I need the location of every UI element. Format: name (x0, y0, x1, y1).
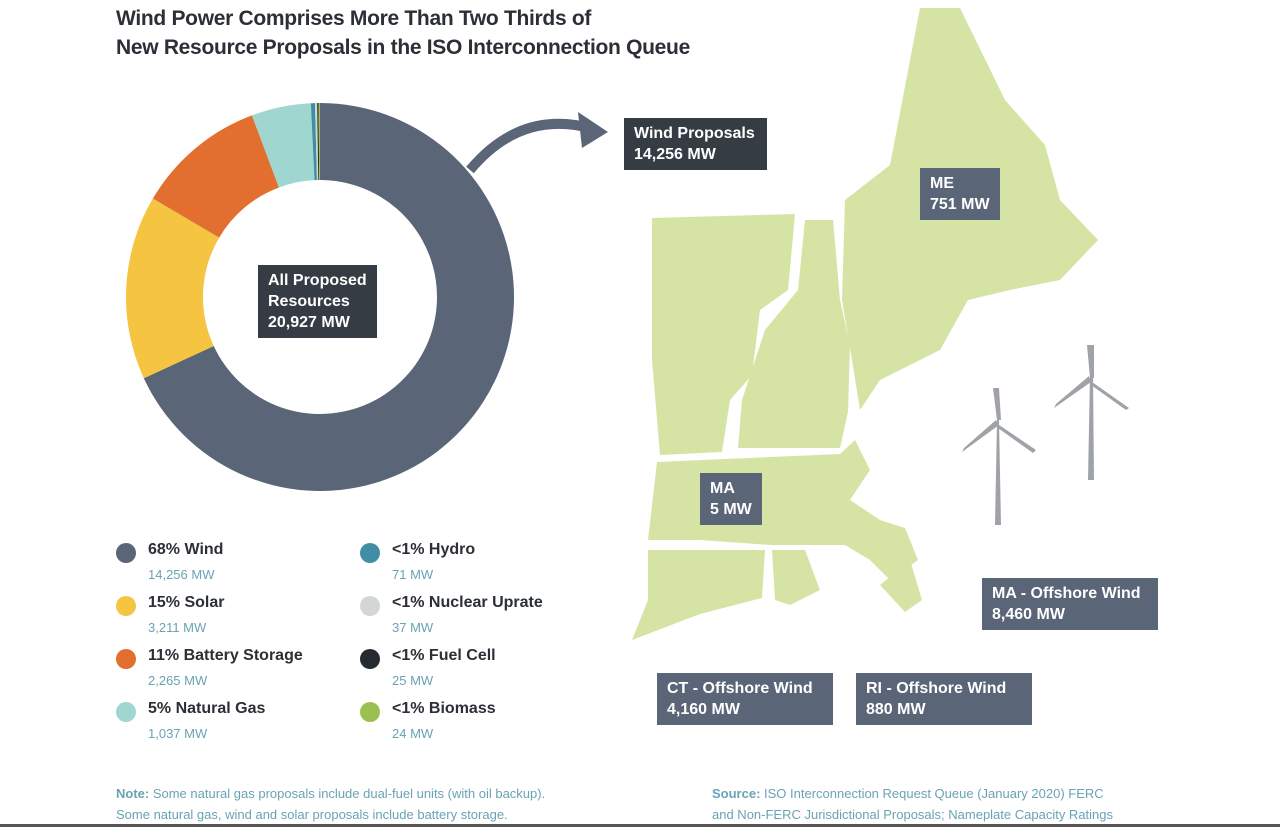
ct-offshore-label: CT - Offshore Wind 4,160 MW (657, 673, 833, 725)
state-vt (652, 214, 795, 455)
arrow-head-icon (578, 112, 608, 148)
legend-label: 15% Solar (148, 594, 225, 611)
source: Source: ISO Interconnection Request Queu… (712, 786, 1114, 822)
legend-swatch (360, 596, 380, 616)
center-label: All Proposed Resources 20,927 MW (258, 265, 377, 338)
new-england-map (632, 8, 1098, 640)
legend-swatch (360, 649, 380, 669)
legend-swatch (116, 543, 136, 563)
legend-label: 11% Battery Storage (148, 647, 303, 664)
legend-label: <1% Fuel Cell (392, 647, 496, 664)
slice-nuclear-uprate (314, 103, 319, 181)
legend-value: 14,256 MW (148, 567, 215, 582)
state-ri (772, 550, 820, 605)
legend-value: 37 MW (392, 620, 434, 635)
bottom-border (0, 824, 1280, 827)
legend-swatch (116, 649, 136, 669)
state-ct (632, 550, 765, 640)
legend-swatch (116, 702, 136, 722)
slice-biomass (318, 103, 320, 181)
legend-value: 1,037 MW (148, 726, 208, 741)
legend-label: <1% Hydro (392, 541, 476, 558)
legend-swatch (360, 543, 380, 563)
ri-offshore-label: RI - Offshore Wind 880 MW (856, 673, 1032, 725)
legend-swatch (360, 702, 380, 722)
ma-label: MA 5 MW (700, 473, 762, 525)
legend-value: 71 MW (392, 567, 434, 582)
legend-value: 24 MW (392, 726, 434, 741)
wind-turbine-icon (962, 345, 1129, 525)
arrow (466, 118, 592, 174)
slice-battery-storage (152, 115, 279, 238)
legend-value: 25 MW (392, 673, 434, 688)
slice-solar (126, 198, 220, 379)
slice-natural-gas (251, 103, 315, 188)
legend-label: 68% Wind (148, 541, 224, 558)
legend-value: 3,211 MW (148, 620, 207, 635)
wind-proposals-label: Wind Proposals 14,256 MW (624, 118, 767, 170)
legend-label: <1% Nuclear Uprate (392, 594, 543, 611)
note: Note: Some natural gas proposals include… (116, 786, 546, 822)
slice-hydro (310, 103, 317, 181)
legend-label: <1% Biomass (392, 700, 496, 717)
state-cape (880, 560, 922, 612)
legend-swatch (116, 596, 136, 616)
legend-label: 5% Natural Gas (148, 700, 266, 717)
legend-value: 2,265 MW (148, 673, 208, 688)
me-label: ME 751 MW (920, 168, 1000, 220)
slice-fuel-cell (317, 103, 320, 181)
donut (126, 103, 514, 491)
slice-wind (143, 103, 514, 491)
state-nh (738, 220, 850, 448)
ma-offshore-label: MA - Offshore Wind 8,460 MW (982, 578, 1158, 630)
chart-title: Wind Power Comprises More Than Two Third… (116, 7, 690, 59)
